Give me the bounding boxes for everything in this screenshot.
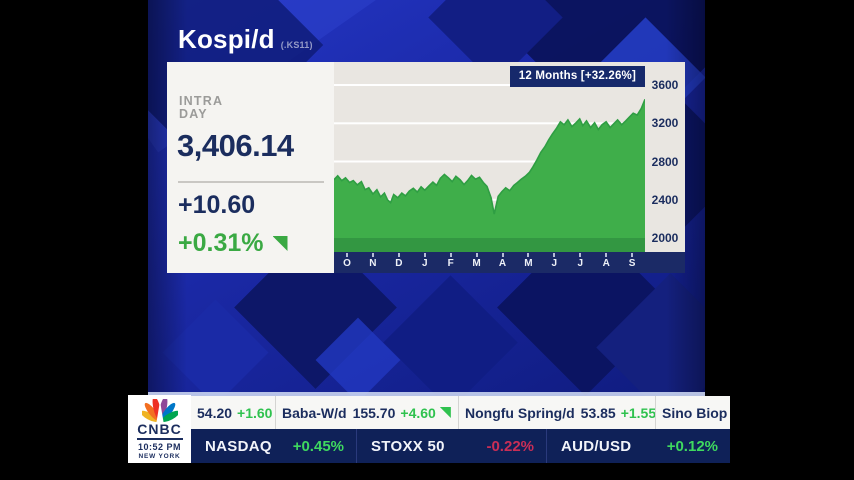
- brand-name: CNBC: [137, 421, 182, 437]
- ticker-price: 155.70: [352, 404, 396, 421]
- quote-info-panel: INTRA DAY 3,406.14 +10.60 +0.31%: [167, 62, 334, 273]
- ticker-symbol: Nongfu Spring/d: [465, 404, 575, 421]
- gridline: [334, 122, 645, 125]
- net-change: +10.60: [178, 191, 256, 219]
- ticker-change: +1.55: [620, 404, 656, 421]
- price-chart: [334, 62, 645, 252]
- x-tick-label: S: [628, 258, 636, 269]
- x-tick-label: J: [551, 258, 558, 269]
- ticker-symbol: Baba-W/d: [282, 404, 347, 421]
- clock-time: 10:52 PM: [137, 442, 182, 452]
- y-tick-label: 2000: [651, 231, 679, 245]
- x-tick-label: A: [498, 258, 507, 269]
- peacock-icon: [141, 399, 178, 422]
- y-tick-label: 3600: [651, 78, 679, 92]
- ticker-symbol: Sino Biop: [662, 404, 728, 421]
- page-title: Kospi/d (.KS11): [178, 24, 313, 55]
- x-tick-mark: [579, 253, 582, 257]
- index-change-pct: +0.12%: [666, 437, 718, 455]
- x-tick-label: F: [447, 258, 454, 269]
- panel-bottom-strip: [148, 392, 705, 397]
- y-tick-label: 2800: [651, 154, 679, 169]
- x-tick-label: D: [395, 258, 403, 269]
- x-tick-label: J: [421, 258, 428, 269]
- x-tick-label: N: [369, 258, 377, 269]
- range-label-line2: DAY: [179, 107, 208, 121]
- ticker-price: 53.85: [580, 404, 616, 421]
- index-name: AUD/USD: [561, 437, 632, 455]
- ticker-change: +1.60: [237, 404, 273, 421]
- cnbc-logo-box: CNBC 10:52 PM NEW YORK: [128, 395, 191, 463]
- area-series: [334, 99, 645, 252]
- series-line: [334, 98, 645, 215]
- chart-svg: [334, 84, 645, 252]
- gridline: [334, 160, 645, 163]
- last-price: 3,406.14: [177, 128, 294, 163]
- up-arrow-icon: [272, 236, 288, 251]
- x-tick-mark: [346, 253, 348, 257]
- x-tick-label: M: [524, 258, 533, 269]
- stock-ticker-row: 54.20 +1.60 Baba-W/d 155.70 +4.60 Nongfu Spri…: [191, 396, 730, 429]
- y-axis: 3600 3200 2800 2400 2000: [645, 62, 685, 252]
- index-ticker-item: STOXX 50 -0.22%: [357, 429, 547, 463]
- up-arrow-icon: [439, 407, 451, 418]
- quote-card: INTRA DAY 3,406.14 +10.60 +0.31% 3600 320…: [167, 62, 685, 273]
- divider: [178, 181, 324, 183]
- range-label: INTRA DAY: [179, 95, 223, 121]
- range-label-line1: INTRA: [179, 94, 224, 108]
- pct-change: +0.31%: [178, 229, 288, 258]
- period-return-badge: 12 Months [+32.26%]: [509, 66, 645, 87]
- logo-divider: [136, 438, 183, 440]
- x-tick-mark: [605, 253, 608, 257]
- x-tick-label: J: [577, 258, 584, 269]
- clock-city: NEW YORK: [138, 453, 181, 460]
- pct-change-value: +0.31%: [178, 229, 264, 257]
- x-tick-mark: [423, 253, 426, 257]
- index-name: STOXX 50: [371, 437, 445, 455]
- x-tick-mark: [397, 253, 400, 257]
- symbol-name: Kospi/d: [178, 24, 275, 54]
- x-tick-mark: [553, 253, 556, 257]
- x-tick-mark: [501, 253, 504, 257]
- index-name: NASDAQ: [205, 437, 272, 455]
- index-ticker-item: AUD/USD +0.12%: [547, 429, 730, 463]
- x-tick-mark: [449, 253, 452, 257]
- y-tick-label: 3200: [651, 116, 679, 131]
- x-tick-mark: [371, 253, 374, 257]
- index-ticker-item: NASDAQ +0.45%: [191, 429, 357, 463]
- x-tick-mark: [631, 253, 633, 257]
- x-tick-mark: [527, 253, 530, 257]
- ric-code: (.KS11): [280, 40, 313, 50]
- index-ticker-row: NASDAQ +0.45% STOXX 50 -0.22% AUD/USD +0.12%: [191, 429, 730, 463]
- y-tick-label: 2400: [651, 192, 679, 207]
- x-tick-mark: [475, 253, 478, 257]
- x-tick-label: O: [343, 258, 351, 269]
- ticker-change: +4.60: [400, 404, 436, 421]
- ticker-item: Nongfu Spring/d 53.85 +1.55: [459, 396, 656, 429]
- index-change-pct: +0.45%: [292, 437, 344, 455]
- x-tick-label: M: [472, 258, 481, 269]
- ticker-item: 54.20 +1.60: [191, 396, 276, 429]
- ticker-price: 54.20: [197, 404, 233, 421]
- gridline: [334, 84, 645, 86]
- x-tick-label: A: [602, 258, 610, 269]
- index-change-pct: -0.22%: [486, 437, 534, 455]
- area-base-shade: [334, 238, 645, 252]
- ticker-item: Baba-W/d 155.70 +4.60: [276, 396, 459, 429]
- ticker-item: Sino Biop: [656, 396, 730, 429]
